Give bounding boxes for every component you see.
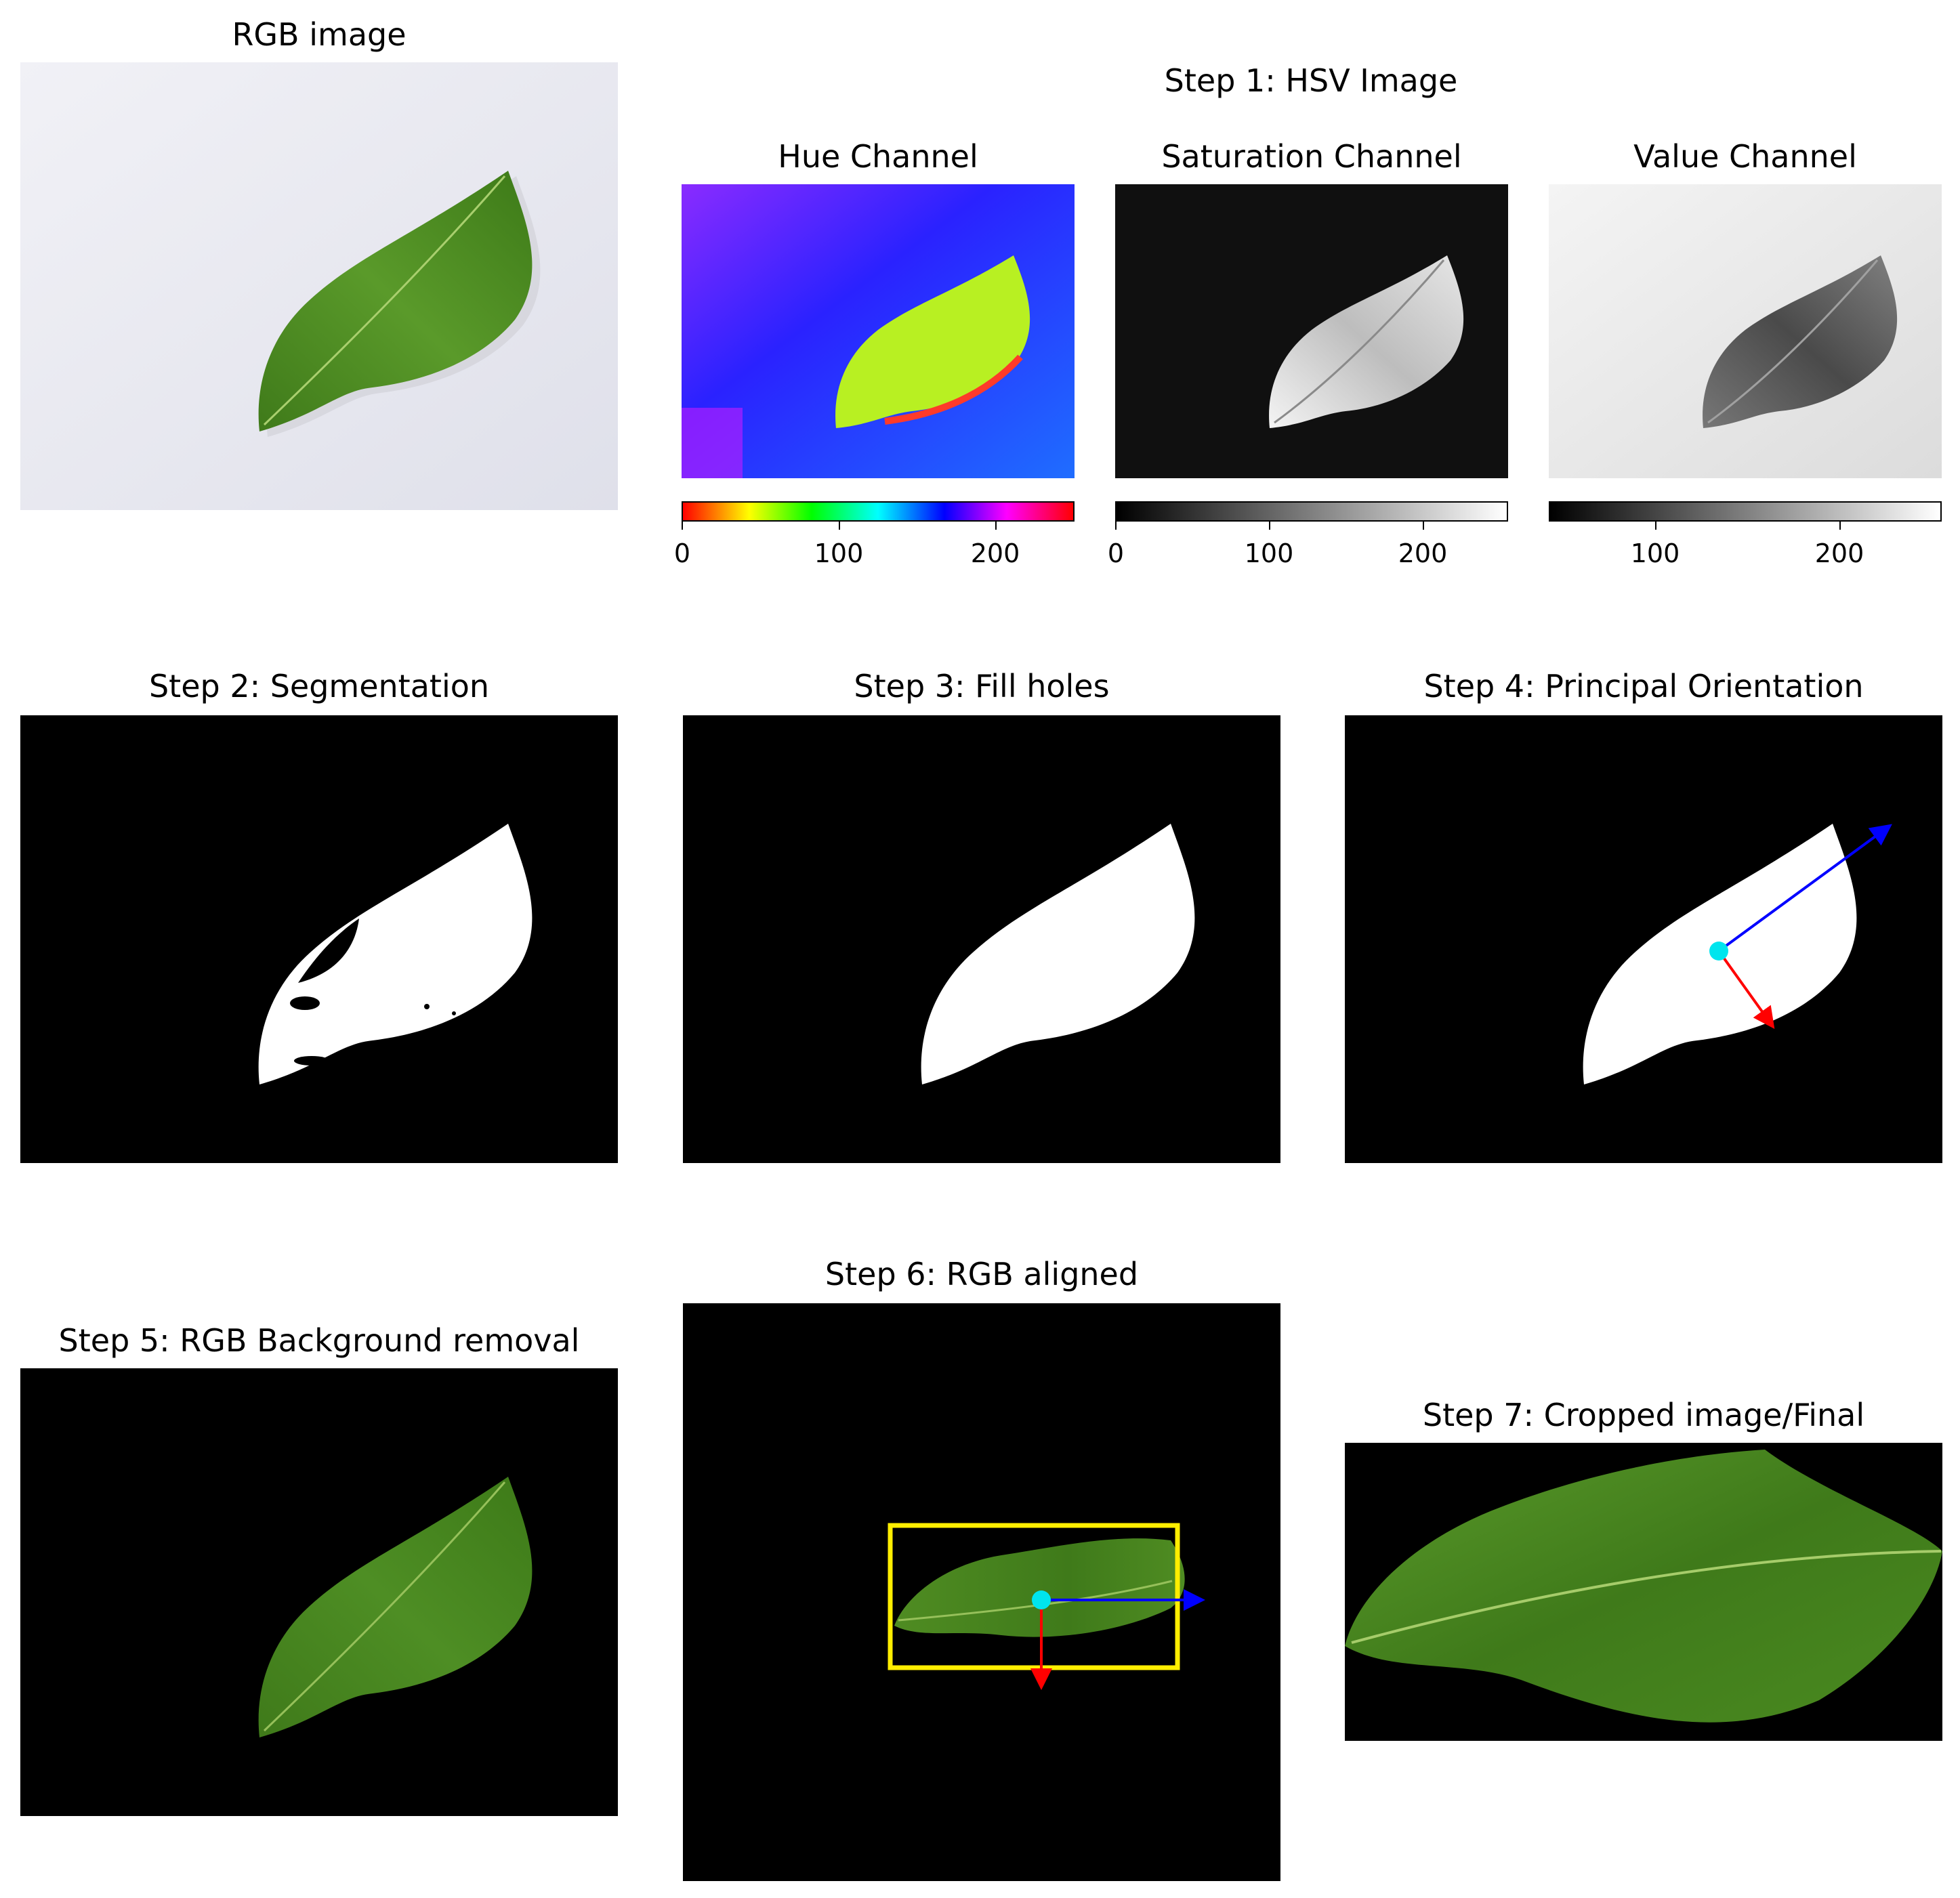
step6-title: Step 6: RGB aligned [683, 1259, 1280, 1290]
step5-title: Step 5: RGB Background removal [20, 1325, 618, 1356]
value-tick-100: 100 [1631, 541, 1680, 566]
step3-fill-holes-panel [683, 715, 1280, 1163]
step2-title: Step 2: Segmentation [20, 671, 618, 702]
step4-title: Step 4: Principal Orientation [1345, 671, 1942, 702]
saturation-channel-title: Saturation Channel [1115, 141, 1508, 172]
value-tick-200: 200 [1815, 541, 1864, 566]
value-channel-title: Value Channel [1549, 141, 1942, 172]
hue-tick-200: 200 [971, 541, 1020, 566]
hue-channel-title: Hue Channel [682, 141, 1075, 172]
step7-title: Step 7: Cropped image/Final [1345, 1399, 1942, 1431]
hue-colorbar [682, 501, 1075, 522]
saturation-tick-100: 100 [1245, 541, 1294, 566]
centroid-dot [1709, 942, 1728, 961]
step3-title: Step 3: Fill holes [683, 671, 1280, 702]
hue-tick-100: 100 [814, 541, 864, 566]
saturation-tick-200: 200 [1398, 541, 1448, 566]
saturation-channel-panel [1115, 184, 1508, 478]
step5-background-removal-panel [20, 1368, 618, 1816]
step4-orientation-panel [1345, 715, 1942, 1163]
hue-tick-0: 0 [674, 541, 690, 566]
hue-channel-panel [682, 184, 1075, 478]
saturation-colorbar [1115, 501, 1508, 522]
value-channel-panel [1549, 184, 1942, 478]
hsv-step-title: Step 1: HSV Image [677, 65, 1944, 96]
saturation-tick-0: 0 [1108, 541, 1124, 566]
step6-rgb-aligned-panel [683, 1303, 1280, 1881]
rgb-image-panel [20, 62, 618, 510]
step7-cropped-final-panel [1345, 1443, 1942, 1741]
value-colorbar [1549, 501, 1942, 522]
aligned-centroid-dot [1032, 1590, 1051, 1609]
step2-segmentation-panel [20, 715, 618, 1163]
rgb-image-title: RGB image [20, 19, 618, 50]
